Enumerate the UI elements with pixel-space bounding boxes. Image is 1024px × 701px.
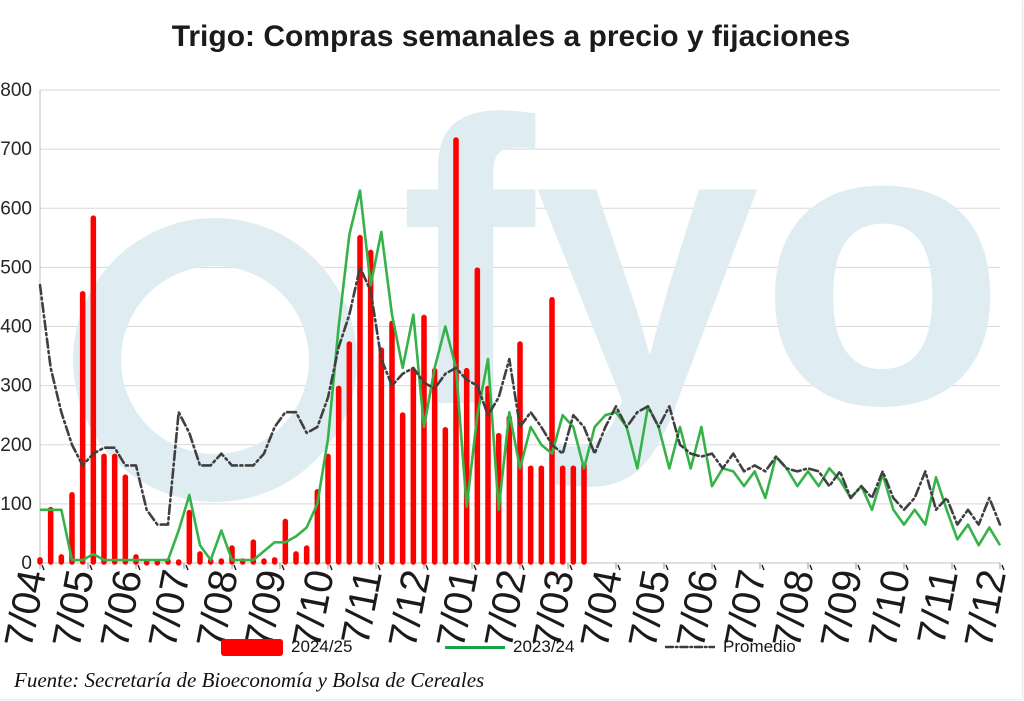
svg-text:300: 300	[0, 376, 32, 397]
svg-text:800: 800	[0, 80, 32, 101]
svg-text:500: 500	[0, 257, 32, 278]
svg-text:700: 700	[0, 139, 32, 160]
svg-text:100: 100	[0, 494, 32, 515]
svg-text:400: 400	[0, 317, 32, 338]
svg-text:200: 200	[0, 435, 32, 456]
svg-text:600: 600	[0, 198, 32, 219]
svg-text:fyo: fyo	[400, 37, 1006, 491]
